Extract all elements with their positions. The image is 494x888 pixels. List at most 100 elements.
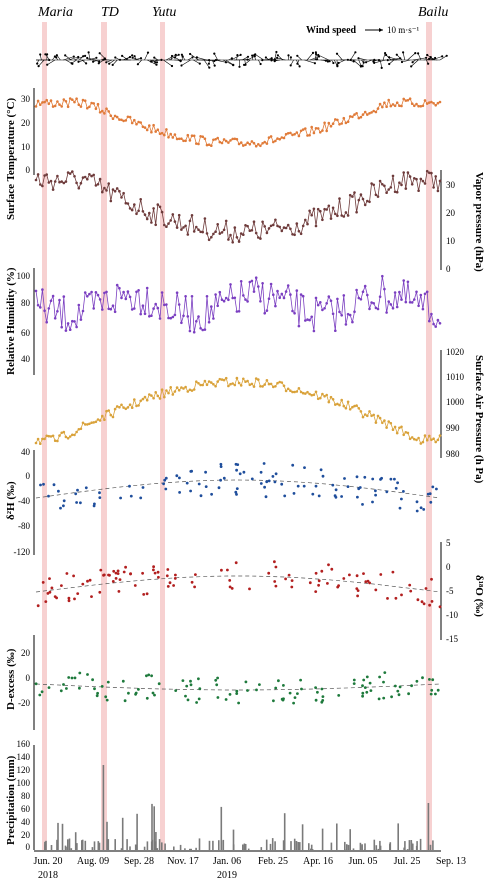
data-point [306, 134, 309, 137]
data-point [50, 586, 54, 590]
data-point [423, 434, 427, 437]
data-point [219, 462, 223, 466]
data-point [434, 104, 438, 107]
data-point [197, 482, 201, 486]
data-point [98, 491, 101, 495]
data-point [276, 289, 279, 293]
data-point [353, 310, 356, 314]
data-point [393, 291, 397, 294]
data-point [395, 431, 399, 435]
data-point [252, 220, 256, 223]
data-point [351, 195, 354, 198]
precip-tick-60: 60 [21, 804, 31, 814]
x-axis-ticks: Jun. 20 Aug. 09 Sep. 28 Nov. 17 Jan. 06 … [34, 856, 466, 881]
data-point [47, 307, 51, 310]
data-point [378, 102, 382, 106]
data-point [352, 678, 356, 682]
data-point [320, 569, 324, 573]
data-point [286, 387, 290, 391]
data-point [94, 184, 98, 187]
data-point [338, 403, 341, 407]
data-point [274, 385, 277, 388]
data-point [197, 382, 200, 385]
data-point [281, 698, 285, 702]
data-point [261, 142, 264, 145]
precip-bar [347, 844, 350, 850]
wind-vector-tip [131, 54, 134, 57]
wind-vector [214, 53, 218, 61]
data-point [299, 678, 302, 682]
wind-vector-tip [160, 58, 163, 62]
data-point [238, 472, 242, 476]
data-point [400, 593, 403, 597]
pressure-ylabel: Surface Air Pressure (h Pa) [473, 355, 485, 484]
data-point [406, 431, 410, 435]
data-point [84, 486, 88, 490]
data-point [137, 209, 140, 213]
data-point [59, 689, 63, 693]
data-point [353, 113, 356, 116]
data-point [156, 394, 160, 398]
data-point [293, 390, 296, 394]
data-point [145, 286, 149, 290]
data-point [195, 225, 198, 229]
data-point [145, 696, 149, 700]
data-point [234, 561, 238, 565]
wind-vector-tip [208, 66, 211, 69]
precip-tick-0: 0 [26, 842, 31, 852]
data-point [338, 197, 341, 200]
data-point [219, 478, 223, 482]
wind-vector [125, 55, 133, 61]
data-point [226, 568, 229, 572]
data-point [252, 385, 256, 388]
data-point [62, 98, 66, 101]
data-point [36, 437, 40, 441]
data-point [198, 687, 202, 691]
data-point [98, 177, 102, 181]
data-point [167, 391, 170, 395]
data-point [135, 122, 138, 126]
data-point [235, 376, 239, 380]
wind-vector [401, 59, 411, 63]
precip-bar [432, 840, 434, 850]
precip-bar [136, 813, 138, 850]
data-point [302, 484, 306, 488]
data-point [297, 229, 301, 233]
data-point [59, 506, 62, 510]
data-point [165, 389, 168, 392]
data-point [73, 175, 76, 178]
data-point [163, 223, 166, 227]
data-point [91, 678, 94, 682]
data-point [346, 485, 350, 488]
precip-bar [412, 843, 414, 850]
data-point [428, 603, 431, 607]
wind-vector-tip [77, 60, 80, 63]
data-point [340, 314, 344, 317]
data-point [400, 183, 403, 187]
data-point [156, 570, 160, 574]
data-point [195, 320, 198, 323]
data-point [103, 112, 106, 115]
data-point [111, 580, 115, 583]
data-point [76, 488, 79, 492]
x-tick-label: Sep. 28 [124, 856, 154, 867]
wind-vector-tip [108, 62, 111, 65]
data-point [205, 383, 209, 387]
data-point [325, 302, 329, 305]
data-point [167, 222, 170, 225]
data-point [130, 208, 134, 212]
data-point [338, 310, 341, 314]
data-point [415, 177, 418, 181]
data-point [201, 135, 204, 138]
precip-bar [321, 828, 324, 850]
wind-vector [87, 57, 96, 61]
data-point [242, 377, 245, 381]
data-point [398, 426, 401, 430]
data-point [344, 323, 348, 326]
data-point [71, 170, 74, 173]
data-point [295, 289, 299, 292]
data-point [231, 382, 234, 385]
data-point [158, 132, 162, 136]
precip-bar [373, 839, 376, 850]
data-point [75, 501, 78, 504]
